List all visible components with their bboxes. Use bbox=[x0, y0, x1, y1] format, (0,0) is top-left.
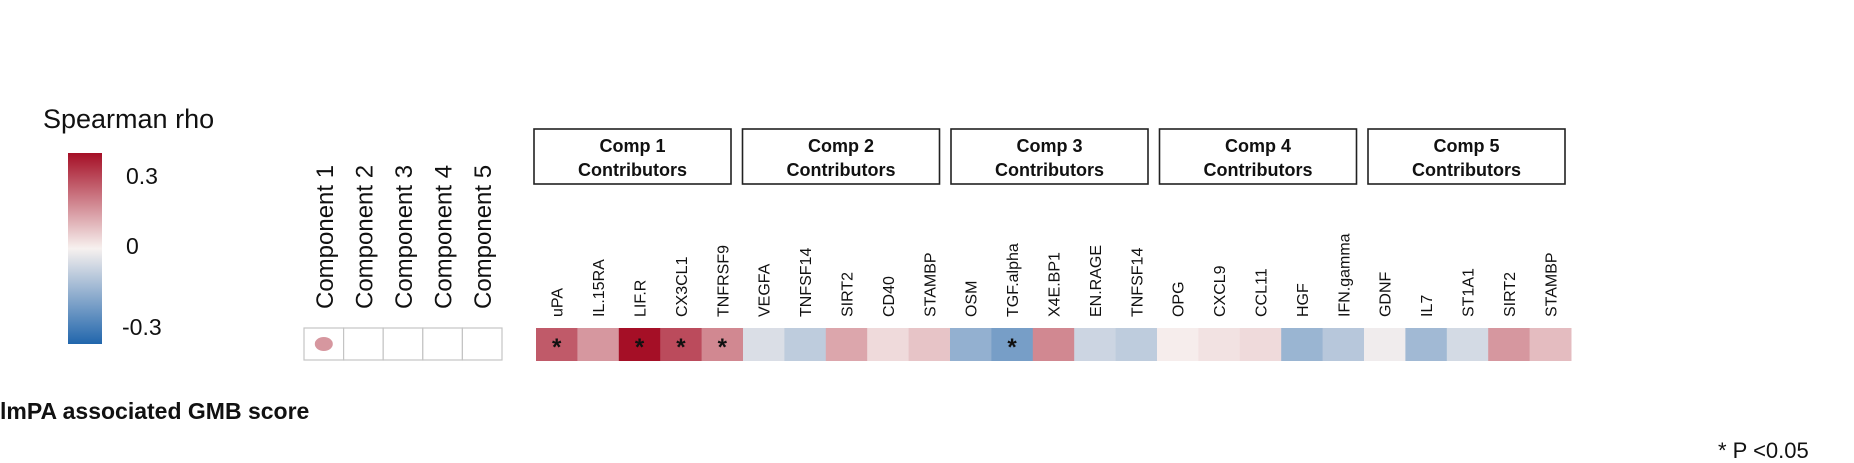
significance-star: * bbox=[552, 334, 562, 361]
heatmap-cell bbox=[743, 328, 785, 361]
column-label: IL.15RA bbox=[591, 259, 608, 317]
column-label: CCL11 bbox=[1254, 268, 1271, 317]
heatmap-cell bbox=[1488, 328, 1531, 361]
significance-star: * bbox=[676, 334, 686, 361]
heatmap-cell bbox=[1239, 328, 1282, 361]
column-label: VEGFA bbox=[757, 263, 774, 317]
significance-star: * bbox=[718, 334, 728, 361]
legend-tick-low: -0.3 bbox=[122, 314, 162, 340]
component-label: Component 3 bbox=[391, 165, 418, 309]
column-label: IFN.gamma bbox=[1336, 233, 1353, 317]
group-header-box bbox=[741, 128, 941, 185]
group-title: Comp 1 bbox=[599, 136, 665, 156]
group-title: Comp 5 bbox=[1433, 136, 1499, 156]
significance-star: * bbox=[635, 334, 645, 361]
heatmap-cell bbox=[1074, 328, 1117, 361]
group-header-box bbox=[533, 128, 732, 185]
column-label: LIF.R bbox=[633, 280, 650, 317]
component-label: Component 4 bbox=[431, 165, 458, 309]
group-subtitle: Contributors bbox=[995, 160, 1104, 180]
component-cell bbox=[343, 327, 384, 361]
legend-tick-mid: 0 bbox=[126, 233, 139, 259]
group-header-box bbox=[950, 128, 1149, 185]
group-subtitle: Contributors bbox=[1204, 160, 1313, 180]
heatmap-cell bbox=[1115, 328, 1158, 361]
row-label: lmPA associated GMB score bbox=[0, 398, 309, 424]
group-header-box bbox=[1158, 128, 1358, 185]
heatmap-cell bbox=[1198, 328, 1241, 361]
column-label: TNFSF14 bbox=[1129, 248, 1146, 317]
column-label: OPG bbox=[1171, 281, 1188, 317]
heatmap-cell bbox=[825, 328, 868, 361]
heatmap-cell bbox=[1032, 328, 1075, 361]
heatmap-cell bbox=[784, 328, 827, 361]
significance-star: * bbox=[1007, 334, 1017, 361]
heatmap-cell bbox=[1405, 328, 1448, 361]
component-dot bbox=[314, 337, 333, 351]
column-label: TGF.alpha bbox=[1005, 243, 1022, 317]
column-labels: uPA IL.15RA LIF.R CX3CL1 TNFRSF9 VEGFA TNFSF14… bbox=[550, 233, 1561, 317]
column-label: SIRT2 bbox=[1502, 272, 1519, 317]
column-label: TNFSF14 bbox=[798, 248, 815, 317]
group-headers: Comp 1 Contributors Comp 2 Contributors Comp… bbox=[533, 128, 1566, 185]
heatmap-cell bbox=[1446, 328, 1489, 361]
column-label: CD40 bbox=[881, 276, 898, 317]
heatmap-cell bbox=[1281, 328, 1324, 361]
component-cell bbox=[461, 327, 503, 361]
group-title: Comp 2 bbox=[808, 136, 874, 156]
column-label: HGF bbox=[1295, 283, 1312, 317]
heatmap-cell bbox=[577, 328, 620, 361]
heatmap-cells: * * * * * bbox=[536, 328, 1572, 361]
heatmap-cell bbox=[1157, 328, 1199, 361]
column-label: STAMBP bbox=[922, 252, 939, 317]
group-subtitle: Contributors bbox=[787, 160, 896, 180]
heatmap-cell bbox=[867, 328, 910, 361]
legend-title: Spearman rho bbox=[43, 104, 214, 134]
heatmap-cell bbox=[908, 328, 951, 361]
heatmap-cell bbox=[618, 328, 661, 361]
heatmap-cell bbox=[1529, 328, 1572, 361]
column-label: X4E.BP1 bbox=[1047, 252, 1064, 317]
component-label: Component 1 bbox=[312, 165, 339, 309]
legend-tick-high: 0.3 bbox=[126, 163, 158, 189]
column-label: CXCL9 bbox=[1212, 265, 1229, 317]
column-label: STAMBP bbox=[1543, 252, 1560, 317]
heatmap-cell bbox=[660, 328, 703, 361]
group-title: Comp 4 bbox=[1225, 136, 1291, 156]
component-label: Component 5 bbox=[470, 165, 497, 309]
heatmap-cell bbox=[701, 328, 744, 361]
significance-footnote: * P <0.05 bbox=[1718, 438, 1809, 463]
heatmap-cell bbox=[1322, 328, 1365, 361]
column-label: CX3CL1 bbox=[674, 256, 691, 317]
heatmap-cell bbox=[1364, 328, 1406, 361]
component-cells bbox=[303, 327, 503, 361]
column-label: uPA bbox=[550, 288, 567, 317]
column-label: IL7 bbox=[1419, 295, 1436, 317]
component-cell bbox=[422, 327, 463, 361]
column-label: SIRT2 bbox=[840, 272, 857, 317]
group-subtitle: Contributors bbox=[1412, 160, 1521, 180]
heatmap-cell bbox=[536, 328, 578, 361]
heatmap-cell bbox=[950, 328, 992, 361]
component-label: Component 2 bbox=[351, 165, 378, 309]
component-cell bbox=[382, 327, 424, 361]
column-label: ST1A1 bbox=[1461, 268, 1478, 317]
group-header-box bbox=[1367, 128, 1566, 185]
component-labels: Component 1 Component 2 Component 3 Compone… bbox=[312, 165, 497, 309]
legend-colorbar bbox=[68, 153, 102, 344]
column-label: EN.RAGE bbox=[1088, 245, 1105, 317]
group-subtitle: Contributors bbox=[578, 160, 687, 180]
group-title: Comp 3 bbox=[1016, 136, 1082, 156]
column-label: OSM bbox=[964, 281, 981, 317]
heatmap-cell bbox=[991, 328, 1034, 361]
column-label: TNFRSF9 bbox=[715, 245, 732, 317]
column-label: GDNF bbox=[1378, 271, 1395, 317]
